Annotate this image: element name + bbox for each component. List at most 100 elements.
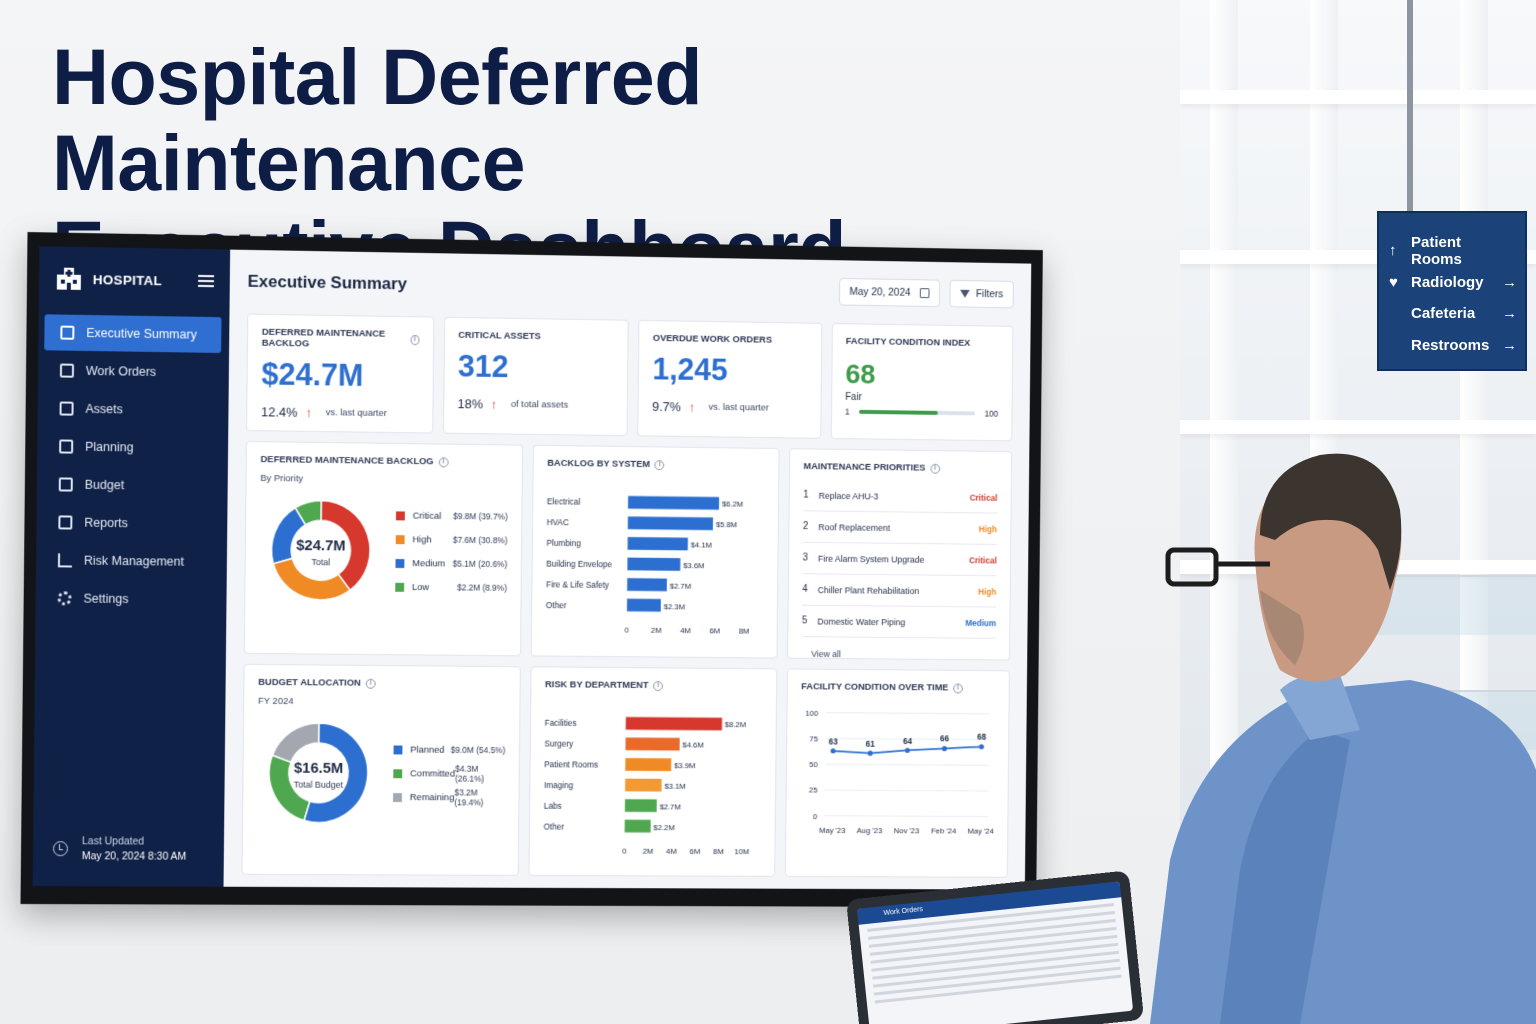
bar-category-label: Fire & Life Safety bbox=[546, 579, 610, 590]
sidebar-item-work-orders[interactable]: Work Orders bbox=[44, 352, 221, 391]
info-icon[interactable]: i bbox=[438, 457, 448, 467]
donut-slice-remaining[interactable] bbox=[272, 723, 319, 763]
priority-row[interactable]: 1 Replace AHU-3 Critical bbox=[803, 480, 997, 514]
maintenance-priorities-card[interactable]: MAINTENANCE PRIORITIES i 1 Replace AHU-3 Cr… bbox=[787, 448, 1012, 660]
card-title: RISK BY DEPARTMENT i bbox=[545, 679, 763, 692]
bar-category-label: Imaging bbox=[544, 780, 574, 790]
priority-name: Fire Alarm System Upgrade bbox=[818, 553, 969, 564]
bar-plumbing[interactable] bbox=[628, 537, 688, 550]
x-tick-label: 8M bbox=[713, 847, 724, 856]
arrow-right-icon: → bbox=[1501, 274, 1517, 291]
kpi-label-text: DEFERRED MAINTENANCE BACKLOG bbox=[262, 327, 406, 351]
data-point[interactable] bbox=[979, 744, 984, 749]
priority-row[interactable]: 5 Domestic Water Piping Medium bbox=[802, 606, 996, 639]
data-label: 63 bbox=[829, 736, 838, 746]
priority-row[interactable]: 2 Roof Replacement High bbox=[803, 511, 997, 545]
filters-button[interactable]: Filters bbox=[950, 280, 1014, 308]
donut-wrap: $16.5M Total Budget Planned $9.0M (54.5%)… bbox=[257, 711, 506, 836]
sidebar-item-reports[interactable]: Reports bbox=[42, 504, 219, 542]
sidebar-item-label: Reports bbox=[84, 516, 128, 530]
card-title: FACILITY CONDITION OVER TIME i bbox=[801, 681, 995, 693]
priority-rank: 1 bbox=[803, 490, 819, 501]
facility-condition-card[interactable]: FACILITY CONDITION OVER TIME i 100 75 50 25 0… bbox=[785, 668, 1010, 877]
kpi-facility-condition-card[interactable]: FACILITY CONDITION INDEX 68 Fair 1 100 bbox=[830, 323, 1013, 441]
view-all-link[interactable]: View all bbox=[811, 649, 996, 660]
x-tick-label: 8M bbox=[739, 627, 750, 636]
sidebar-item-risk-management[interactable]: Risk Management bbox=[42, 542, 219, 580]
fci-fill bbox=[859, 410, 938, 415]
bar-electrical[interactable] bbox=[628, 496, 719, 510]
risk-department-card[interactable]: RISK BY DEPARTMENT i Facilities $8.2M Surge… bbox=[528, 666, 777, 877]
info-icon[interactable]: i bbox=[366, 678, 376, 688]
sidebar-item-budget[interactable]: Budget bbox=[43, 466, 220, 504]
bar-building-envelope[interactable] bbox=[627, 558, 680, 571]
kpi-overdue-work-orders-card[interactable]: OVERDUE WORK ORDERS 1,245 9.7% ↑ vs. las… bbox=[637, 320, 822, 439]
sidebar-item-settings[interactable]: Settings bbox=[41, 580, 218, 618]
sidebar-item-assets[interactable]: Assets bbox=[43, 390, 220, 428]
bar-patient-rooms[interactable] bbox=[625, 758, 671, 771]
info-icon[interactable]: i bbox=[653, 681, 663, 691]
sidebar-item-planning[interactable]: Planning bbox=[43, 428, 220, 466]
kpi-change: 9.7% ↑ vs. last quarter bbox=[652, 399, 807, 416]
kpi-change: 18% ↑ of total assets bbox=[457, 396, 613, 413]
bar-fire-life-safety[interactable] bbox=[627, 578, 667, 591]
fci-min: 1 bbox=[845, 407, 850, 417]
bar-other[interactable] bbox=[627, 599, 661, 612]
person-illustration bbox=[1110, 440, 1536, 1024]
legend-item-medium: Medium $5.1M (20.6%) bbox=[395, 551, 507, 576]
arrow-up-icon: ↑ bbox=[689, 400, 695, 415]
legend-value: $3.2M (19.4%) bbox=[454, 787, 505, 807]
kpi-backlog-card[interactable]: DEFERRED MAINTENANCE BACKLOG i $24.7M 12.… bbox=[246, 314, 434, 434]
priority-rank: 2 bbox=[803, 521, 819, 532]
bar-imaging[interactable] bbox=[625, 779, 662, 792]
card-title-text: BACKLOG BY SYSTEM bbox=[547, 458, 650, 470]
budget-allocation-card[interactable]: BUDGET ALLOCATION i FY 2024 $16.5M Total … bbox=[241, 664, 520, 876]
wayfinding-item: Restrooms → bbox=[1389, 330, 1517, 362]
wall-monitor: HOSPITAL Executive Summary Work Orders Ass… bbox=[20, 232, 1042, 907]
kpi-critical-assets-card[interactable]: CRITICAL ASSETS 312 18% ↑ of total asset… bbox=[443, 317, 629, 436]
data-point[interactable] bbox=[831, 748, 836, 753]
legend-name: Critical bbox=[413, 510, 454, 521]
floor-band bbox=[1180, 90, 1536, 104]
donut-slice-medium[interactable] bbox=[271, 508, 305, 565]
sidebar-item-executive-summary[interactable]: Executive Summary bbox=[44, 314, 221, 353]
priority-row[interactable]: 3 Fire Alarm System Upgrade Critical bbox=[802, 543, 996, 576]
priority-level-badge: High bbox=[979, 524, 997, 534]
donut-wrap: $24.7M Total Critical $9.8M (39.7%) High $7… bbox=[259, 488, 508, 614]
kpi-label: FACILITY CONDITION INDEX bbox=[846, 336, 999, 349]
dashboard-screen: HOSPITAL Executive Summary Work Orders Ass… bbox=[33, 246, 1032, 889]
info-icon[interactable]: i bbox=[410, 335, 419, 345]
bar-hvac[interactable] bbox=[628, 516, 713, 530]
bar-value-label: $6.2M bbox=[722, 500, 743, 509]
sidebar-item-label: Budget bbox=[85, 478, 125, 492]
backlog-priority-card[interactable]: DEFERRED MAINTENANCE BACKLOG i By Priorit… bbox=[244, 441, 523, 656]
risk-department-bar-chart: Facilities $8.2MSurgery $4.6MPatient Rooms… bbox=[543, 696, 762, 865]
bar-labs[interactable] bbox=[625, 799, 657, 812]
card-title: BUDGET ALLOCATION i bbox=[258, 677, 506, 690]
x-tick-label: May '24 bbox=[967, 827, 994, 836]
bar-surgery[interactable] bbox=[626, 738, 680, 751]
x-tick-label: Aug '23 bbox=[857, 827, 883, 836]
data-point[interactable] bbox=[905, 748, 910, 753]
data-point[interactable] bbox=[868, 751, 873, 756]
info-icon[interactable]: i bbox=[953, 683, 963, 693]
kpi-label-text: FACILITY CONDITION INDEX bbox=[846, 336, 971, 349]
bar-facilities[interactable] bbox=[626, 717, 722, 730]
x-tick-label: May '23 bbox=[819, 826, 846, 835]
info-icon[interactable]: i bbox=[655, 460, 665, 470]
data-point[interactable] bbox=[942, 746, 947, 751]
gridline bbox=[825, 790, 989, 791]
date-picker-button[interactable]: May 20, 2024 bbox=[839, 278, 941, 307]
kpi-change-value: 18% bbox=[457, 396, 483, 411]
priority-row[interactable]: 4 Chiller Plant Rehabilitation High bbox=[802, 574, 996, 607]
sidebar-nav: Executive Summary Work Orders Assets Planni… bbox=[35, 314, 229, 618]
info-icon[interactable]: i bbox=[930, 463, 940, 473]
hamburger-menu-icon[interactable] bbox=[198, 275, 214, 287]
y-tick-label: 25 bbox=[809, 786, 818, 795]
last-updated: Last Updated May 20, 2024 8:30 AM bbox=[53, 835, 187, 863]
legend-value: $2.2M (8.9%) bbox=[457, 582, 507, 592]
bar-other[interactable] bbox=[625, 820, 651, 833]
backlog-system-card[interactable]: BACKLOG BY SYSTEM i Electrical $6.2M HVAC $5… bbox=[531, 445, 780, 659]
donut-center-value: $24.7M bbox=[296, 537, 345, 554]
bar-value-label: $4.6M bbox=[682, 741, 703, 750]
